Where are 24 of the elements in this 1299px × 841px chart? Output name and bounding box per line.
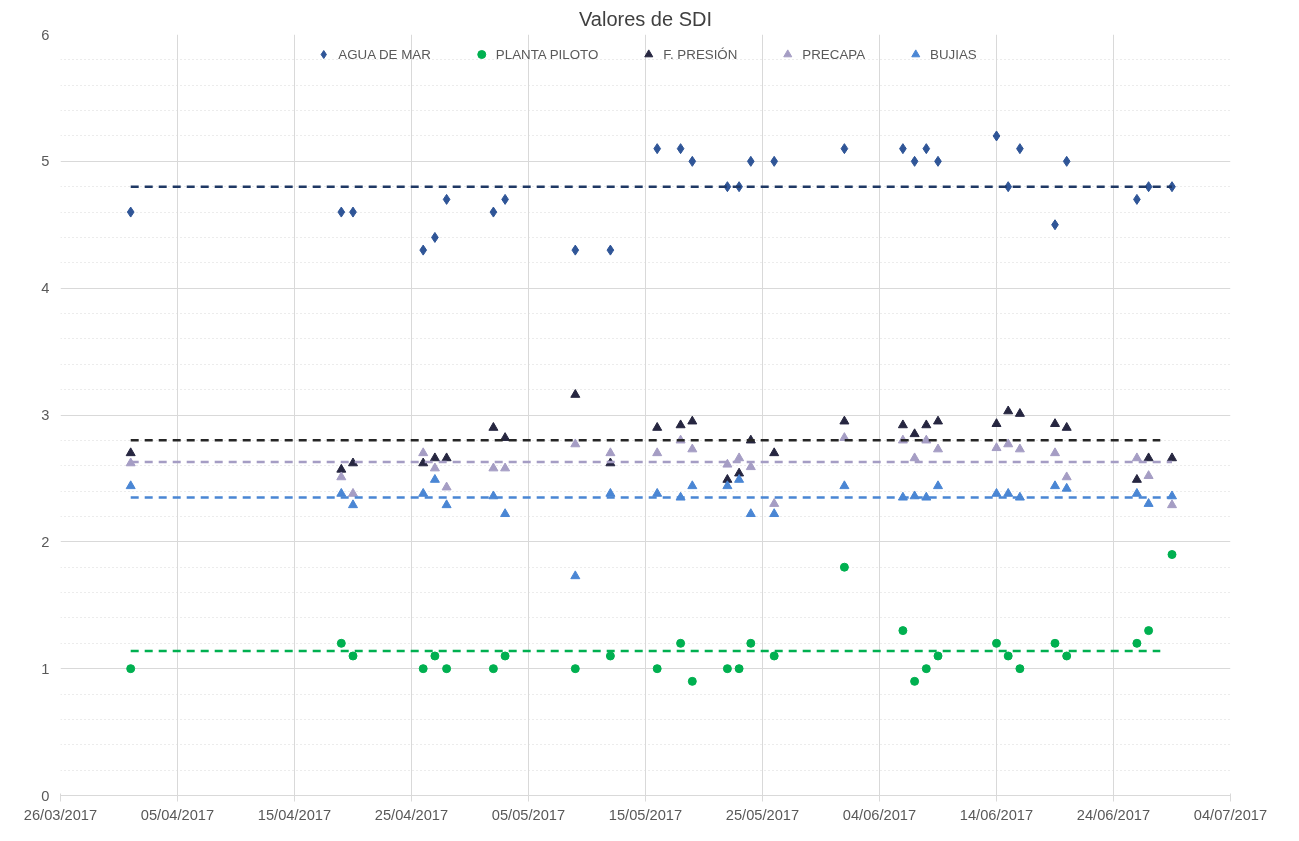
y-tick-label: 4 [41, 280, 50, 297]
legend-label: PRECAPA [802, 46, 866, 62]
x-tick-label: 05/05/2017 [491, 806, 566, 823]
legend-label: AGUA DE MAR [338, 46, 431, 62]
x-tick-label: 26/03/2017 [23, 806, 98, 823]
y-tick-label: 0 [41, 787, 50, 804]
x-tick-label: 04/07/2017 [1193, 806, 1268, 823]
x-tick-label: 15/04/2017 [257, 806, 332, 823]
x-tick-label: 05/04/2017 [140, 806, 215, 823]
y-tick-label: 1 [41, 660, 50, 677]
x-tick-label: 25/04/2017 [374, 806, 449, 823]
y-tick-label: 3 [41, 407, 50, 423]
x-tick-label: 25/05/2017 [725, 806, 800, 823]
y-tick-label: 5 [41, 153, 50, 170]
x-tick-label: 14/06/2017 [959, 806, 1034, 823]
x-tick-label: 15/05/2017 [608, 806, 683, 823]
chart-title: Valores de SDI [578, 7, 713, 30]
x-tick-label: 24/06/2017 [1076, 806, 1151, 823]
y-tick-label: 6 [41, 26, 50, 43]
legend-label: PLANTA PILOTO [495, 46, 599, 62]
legend-label: F. PRESIÓN [663, 46, 738, 62]
x-tick-label: 04/06/2017 [842, 806, 917, 823]
y-tick-label: 2 [41, 533, 50, 550]
legend-label: BUJIAS [930, 46, 977, 62]
